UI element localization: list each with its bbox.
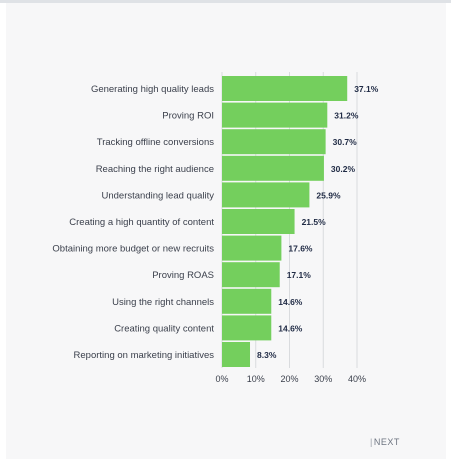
category-label: Reporting on marketing initiatives: [74, 350, 215, 361]
category-label: Creating a high quantity of content: [69, 217, 214, 228]
value-label: 8.3%: [257, 350, 277, 360]
value-label: 31.2%: [334, 111, 359, 121]
category-labels: Generating high quality leads Proving ROI…: [52, 84, 214, 361]
value-label: 37.1%: [354, 84, 379, 94]
bar: [222, 342, 251, 367]
value-label: 25.9%: [316, 190, 341, 200]
bar: [222, 315, 272, 341]
x-tick-label: 10%: [247, 374, 265, 384]
bar: [222, 76, 348, 101]
value-label: 30.7%: [333, 137, 358, 147]
x-tick-label: 30%: [314, 374, 332, 384]
bar: [222, 182, 310, 208]
category-label: Generating high quality leads: [91, 84, 214, 95]
category-label: Using the right channels: [112, 297, 214, 308]
value-label: 14.6%: [278, 323, 303, 333]
x-tick-label: 40%: [348, 374, 366, 384]
category-label: Tracking offline conversions: [97, 137, 214, 148]
x-axis-ticks: 0% 10% 20% 30% 40%: [215, 374, 366, 384]
category-label: Reaching the right audience: [96, 164, 214, 175]
value-label: 30.2%: [331, 164, 356, 174]
category-label: Understanding lead quality: [102, 190, 215, 201]
bar: [222, 102, 328, 128]
bar: [222, 235, 282, 261]
value-labels: 37.1% 31.2% 30.7% 30.2% 25.9% 21.5% 17.6% 17.1%…: [257, 84, 379, 360]
category-label: Proving ROAS: [152, 270, 214, 281]
value-label: 17.6%: [288, 244, 313, 254]
value-label: 17.1%: [287, 270, 312, 280]
category-label: Obtaining more budget or new recruits: [52, 244, 214, 255]
bar: [222, 262, 280, 288]
next-button[interactable]: |NEXT: [370, 437, 400, 447]
x-tick-label: 0%: [215, 374, 228, 384]
bar: [222, 288, 272, 314]
x-tick-label: 20%: [280, 374, 298, 384]
bars: [222, 76, 348, 367]
top-border: [0, 0, 451, 3]
category-label: Proving ROI: [162, 111, 214, 122]
value-label: 14.6%: [278, 297, 303, 307]
bar: [222, 155, 324, 181]
bar: [222, 129, 326, 155]
next-label: NEXT: [373, 437, 400, 447]
bar: [222, 209, 295, 234]
value-label: 21.5%: [302, 217, 327, 227]
next-separator: |: [370, 437, 373, 447]
category-label: Creating quality content: [114, 323, 214, 334]
